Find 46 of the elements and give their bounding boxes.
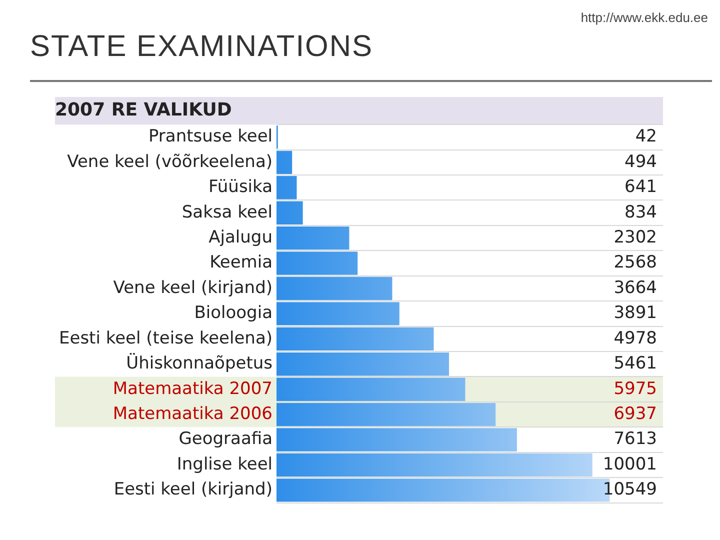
bar	[276, 352, 449, 376]
y-tick-label: Matemaatika 2007	[112, 378, 272, 399]
y-tick-label: Saksa keel	[182, 202, 272, 222]
y-tick-label: Matemaatika 2006	[112, 404, 272, 424]
data-label: 10549	[602, 480, 657, 500]
y-tick-label: Bioloogia	[194, 303, 272, 324]
data-label: 5461	[614, 354, 657, 374]
data-label: 3891	[614, 303, 657, 324]
y-tick-label: Prantsuse keel	[148, 126, 272, 147]
data-label: 5975	[614, 378, 657, 399]
y-tick-label: Füüsika	[208, 177, 272, 198]
chart-title: 2007 RE VALIKUD	[55, 99, 232, 120]
y-tick-label: Vene keel (võõrkeelena)	[67, 152, 272, 172]
bar	[276, 150, 292, 174]
bar	[276, 226, 350, 250]
data-label: 42	[635, 126, 657, 147]
text: STATE EXAMINATIONS	[30, 30, 374, 64]
text: http://www.ekk.edu.ee	[580, 10, 708, 25]
data-label: 494	[624, 152, 657, 172]
data-label: 7613	[614, 429, 657, 450]
y-tick-label: Geograafia	[178, 429, 272, 450]
bar	[276, 402, 496, 426]
y-tick-label: Eesti keel (teise keelena)	[58, 328, 272, 348]
data-label: 834	[624, 202, 657, 222]
data-label: 6937	[614, 404, 657, 424]
data-label: 10001	[602, 454, 657, 474]
data-label: 3664	[614, 278, 657, 298]
bar	[276, 176, 297, 200]
bar	[276, 327, 434, 351]
bar	[276, 252, 358, 275]
bar	[276, 276, 392, 300]
data-label: 641	[624, 177, 657, 198]
bar	[276, 302, 400, 326]
y-tick-label: Vene keel (kirjand)	[113, 278, 272, 298]
bar	[276, 428, 517, 452]
y-tick-label: Ühiskonnaõpetus	[126, 352, 273, 374]
y-tick-label: Ajalugu	[208, 227, 272, 248]
bar	[276, 201, 303, 224]
bar	[276, 453, 592, 477]
data-label: 4978	[614, 328, 657, 348]
data-label: 2302	[614, 227, 657, 248]
y-tick-label: Eesti keel (kirjand)	[114, 480, 272, 500]
data-label: 2568	[614, 252, 657, 273]
y-tick-label: Keemia	[210, 252, 272, 273]
y-tick-label: Inglise keel	[176, 454, 272, 474]
bar	[276, 378, 466, 401]
